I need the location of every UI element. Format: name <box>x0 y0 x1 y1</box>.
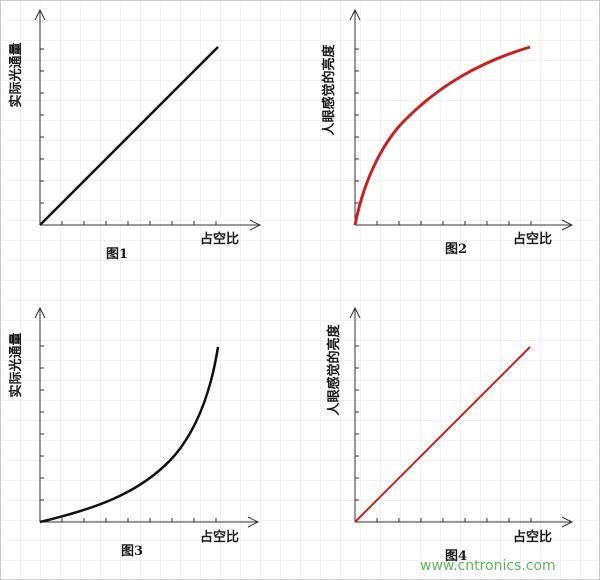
y-arrow <box>34 306 46 319</box>
x-arrow <box>561 516 574 528</box>
x-arrow <box>561 219 574 231</box>
curve-exp <box>39 346 220 524</box>
x-axis-label: 占空比 <box>200 529 239 545</box>
x-axis-label: 占空比 <box>513 231 552 247</box>
x-axis-label: 占空比 <box>513 529 552 545</box>
caption: 图3 <box>121 544 143 559</box>
curve-linear-red <box>354 346 531 523</box>
y-axis-label: 人眼感觉的亮度 <box>326 324 342 416</box>
y-arrow <box>349 306 361 319</box>
curve-log <box>353 45 531 226</box>
x-arrow <box>249 219 262 231</box>
caption: 图2 <box>445 242 467 257</box>
y-arrow <box>34 8 46 21</box>
y-axis-label: 人眼感觉的亮度 <box>321 44 337 136</box>
y-axis-label: 实际光通量 <box>8 42 24 107</box>
panels: 实际光通量占空比图1人眼感觉的亮度占空比图2实际光通量占空比图3人眼感觉的亮度占… <box>8 8 574 564</box>
x-axis-label: 占空比 <box>200 231 239 247</box>
curve-linear <box>39 46 219 226</box>
caption: 图1 <box>106 247 128 262</box>
y-arrow <box>349 8 361 21</box>
x-arrow <box>247 516 260 528</box>
y-axis-label: 实际光通量 <box>8 332 24 397</box>
watermark: www.cntronics.com <box>420 558 556 574</box>
caption: 图4 <box>445 549 467 564</box>
